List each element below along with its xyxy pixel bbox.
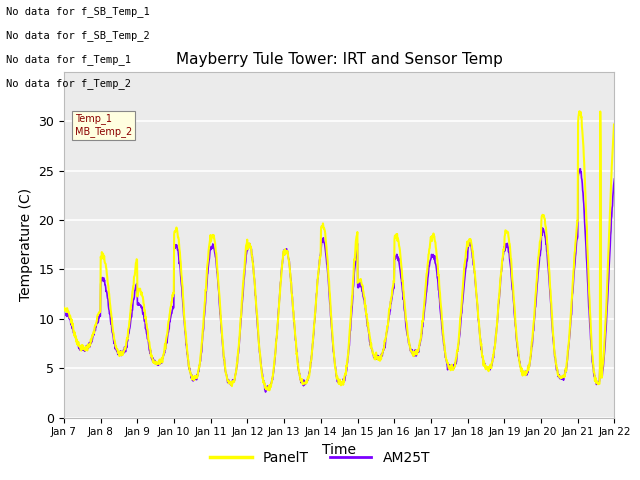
X-axis label: Time: Time	[322, 443, 356, 457]
Y-axis label: Temperature (C): Temperature (C)	[19, 188, 33, 301]
Text: Temp_1
MB_Temp_2: Temp_1 MB_Temp_2	[75, 113, 132, 137]
Legend: PanelT, AM25T: PanelT, AM25T	[205, 445, 435, 471]
Text: No data for f_SB_Temp_2: No data for f_SB_Temp_2	[6, 30, 150, 41]
Text: No data for f_SB_Temp_1: No data for f_SB_Temp_1	[6, 6, 150, 17]
Title: Mayberry Tule Tower: IRT and Sensor Temp: Mayberry Tule Tower: IRT and Sensor Temp	[176, 52, 502, 67]
Text: No data for f_Temp_1: No data for f_Temp_1	[6, 54, 131, 65]
Text: No data for f_Temp_2: No data for f_Temp_2	[6, 78, 131, 89]
